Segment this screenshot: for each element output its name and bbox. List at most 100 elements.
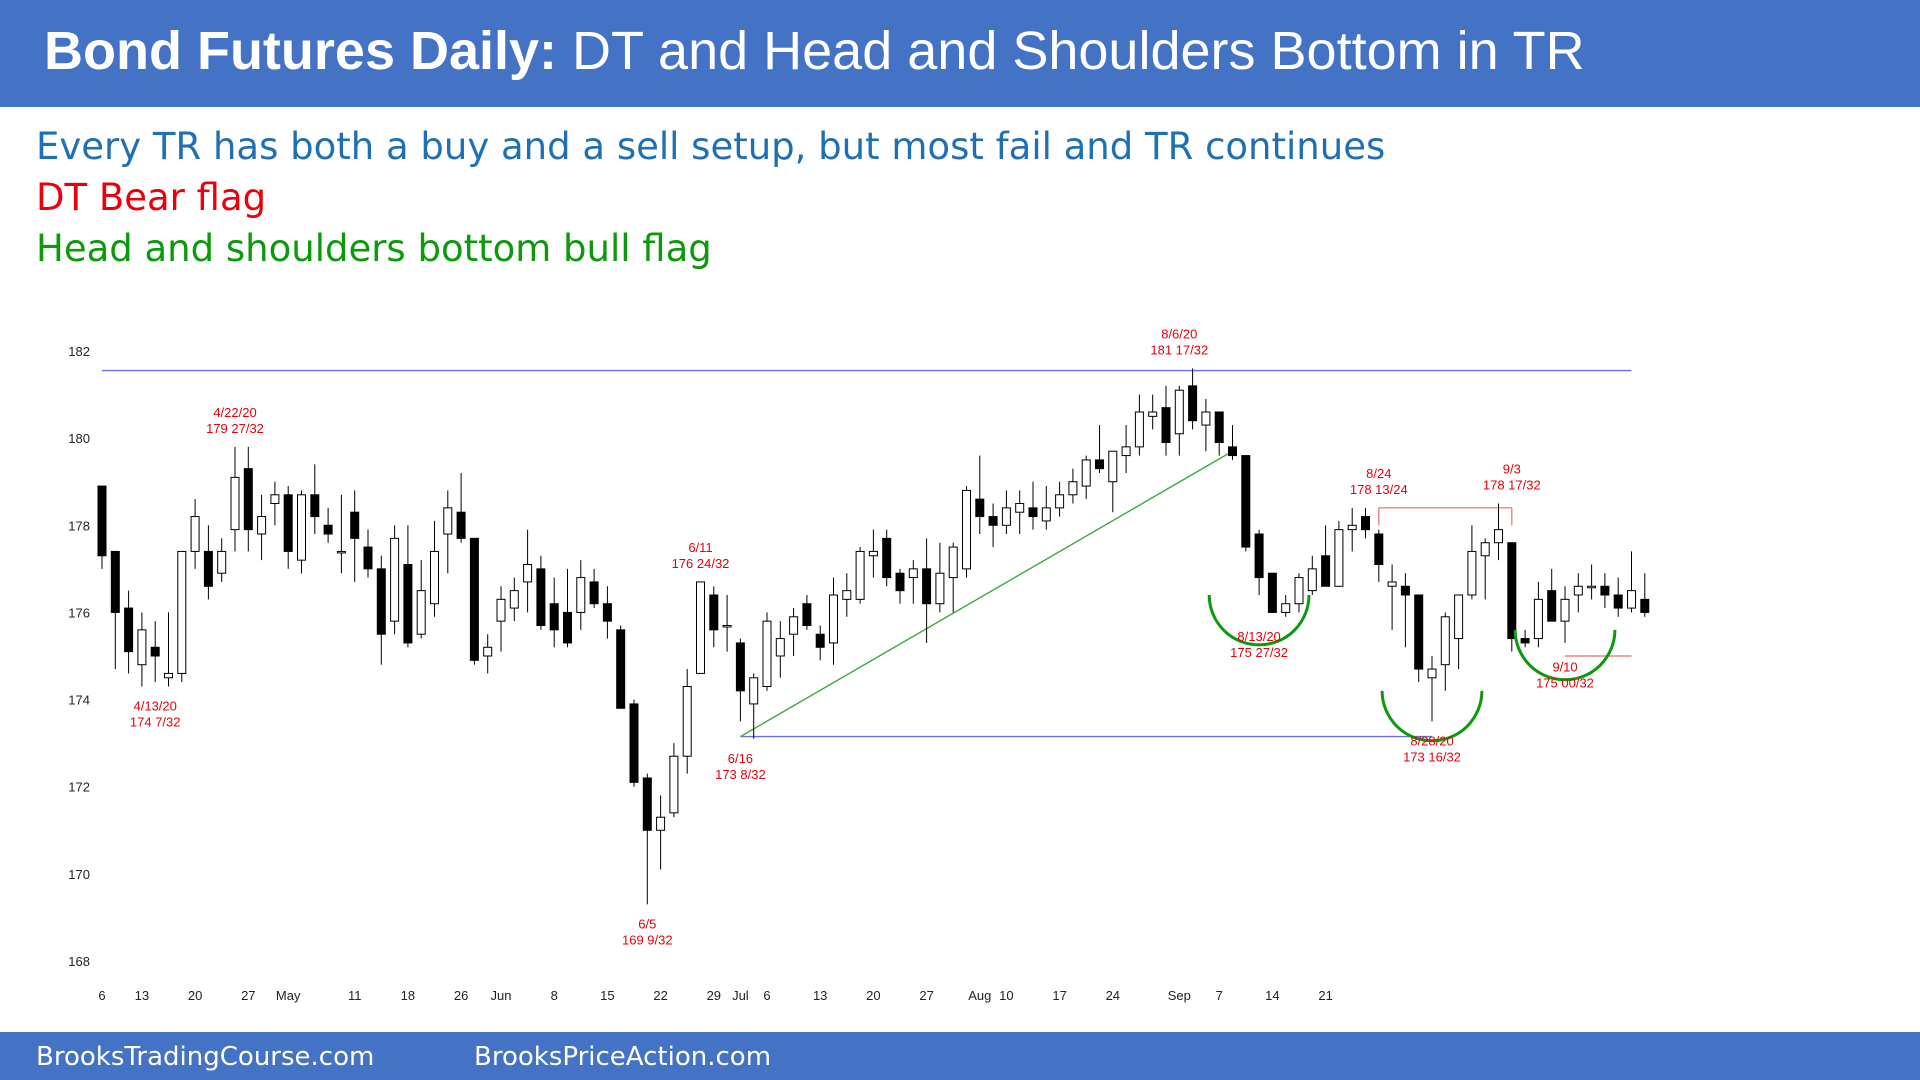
hs-bottom-arc [1207, 594, 1311, 647]
bear-candle [350, 511, 360, 539]
bull-candle [1560, 598, 1570, 622]
price-annotation: 8/28/20 [1410, 733, 1453, 748]
x-tick-label: 26 [454, 988, 468, 1003]
bull-candle [1334, 529, 1344, 587]
bear-candle [709, 594, 719, 631]
y-tick-label: 174 [68, 693, 90, 708]
bull-candle [762, 620, 772, 688]
bull-candle [855, 550, 865, 600]
x-tick-label: Jul [732, 988, 749, 1003]
bull-candle [1134, 411, 1144, 448]
bear-candle [283, 494, 293, 552]
bull-candle [962, 489, 971, 570]
bull-candle [908, 568, 918, 579]
bear-candle [1254, 533, 1264, 579]
bull-candle [336, 550, 346, 554]
bull-candle [1068, 481, 1078, 496]
hs-bottom-arc [1380, 690, 1484, 743]
bear-candle [922, 568, 932, 605]
bear-candle [895, 572, 905, 592]
footer-link-brookspriceaction[interactable]: BrooksPriceAction.com [474, 1042, 772, 1072]
bear-candle [1547, 590, 1557, 622]
bear-candle [1414, 594, 1424, 670]
bull-candle [230, 476, 240, 531]
bull-candle [1174, 389, 1184, 435]
bear-candle [1374, 533, 1384, 565]
bull-candle [576, 577, 586, 613]
bear-candle [549, 603, 559, 631]
bear-candle [589, 581, 599, 605]
bull-candle [656, 816, 666, 831]
bear-candle [1095, 459, 1104, 470]
bull-candle [1627, 590, 1636, 609]
price-annotation: 175 27/32 [1230, 645, 1288, 660]
bear-candle [456, 511, 466, 539]
bear-candle [1228, 446, 1237, 457]
bear-candle [802, 603, 812, 627]
bear-candle [735, 642, 745, 692]
bull-candle [496, 598, 506, 622]
bull-candle [1081, 459, 1091, 487]
bear-candle [602, 603, 612, 622]
bull-candle [1201, 411, 1211, 426]
bull-candle [217, 550, 227, 574]
x-tick-label: 20 [866, 988, 880, 1003]
x-tick-label: 6 [763, 988, 770, 1003]
bear-candle [1321, 555, 1331, 587]
bull-candle [190, 516, 200, 552]
price-annotation: 169 9/32 [622, 932, 673, 947]
y-tick-label: 168 [68, 954, 90, 969]
price-annotation: 178 13/24 [1350, 482, 1408, 497]
price-annotation: 9/10 [1552, 659, 1577, 674]
bull-candle [1480, 542, 1490, 557]
bull-candle [1148, 411, 1158, 417]
slide-title: Bond Futures Daily: DT and Head and Shou… [44, 20, 1585, 82]
bear-candle [1361, 516, 1370, 531]
footer-link-brookstradingcourse[interactable]: BrooksTradingCourse.com [36, 1042, 375, 1072]
bear-candle [403, 564, 413, 644]
bull-candle [789, 616, 799, 635]
x-tick-label: May [276, 988, 301, 1003]
note-hs-bottom: Head and shoulders bottom bull flag [36, 227, 712, 270]
title-bar: Bond Futures Daily: DT and Head and Shou… [0, 0, 1920, 107]
bear-candle [616, 629, 626, 709]
x-tick-label: 13 [135, 988, 149, 1003]
bull-candle [1494, 529, 1503, 544]
bear-candle [988, 516, 998, 526]
bear-candle [1507, 542, 1517, 640]
bull-candle [430, 550, 439, 605]
bear-candle [1188, 385, 1198, 422]
price-annotation: 4/13/20 [134, 699, 177, 714]
bull-candle [164, 672, 173, 679]
price-annotation: 178 17/32 [1483, 478, 1541, 493]
slide-title-rest: DT and Head and Shoulders Bottom in TR [572, 21, 1585, 81]
bull-candle [270, 494, 280, 504]
price-annotation: 181 17/32 [1150, 342, 1208, 357]
x-tick-label: 14 [1265, 988, 1279, 1003]
bull-candle [1387, 581, 1397, 587]
bull-candle [775, 638, 785, 657]
x-tick-label: 10 [999, 988, 1013, 1003]
bull-candle [1533, 598, 1543, 640]
x-tick-label: Aug [968, 988, 991, 1003]
reference-line [740, 450, 1233, 738]
bear-candle [1400, 585, 1410, 596]
bull-candle [749, 677, 759, 705]
bear-candle [323, 524, 333, 535]
x-tick-label: 8 [551, 988, 558, 1003]
bear-candle [536, 568, 546, 626]
bear-candle [1640, 598, 1650, 613]
price-annotation: 4/22/20 [213, 405, 256, 420]
price-annotation: 173 16/32 [1403, 749, 1461, 764]
bull-candle [1294, 577, 1304, 605]
bull-candle [935, 572, 945, 605]
x-tick-label: 15 [600, 988, 614, 1003]
bull-candle [1041, 507, 1051, 522]
x-tick-label: 11 [348, 988, 362, 1003]
price-annotation: 6/16 [728, 751, 753, 766]
bear-candle [110, 550, 120, 613]
bull-candle [1108, 450, 1118, 483]
x-tick-label: 29 [707, 988, 721, 1003]
bear-candle [97, 485, 107, 557]
